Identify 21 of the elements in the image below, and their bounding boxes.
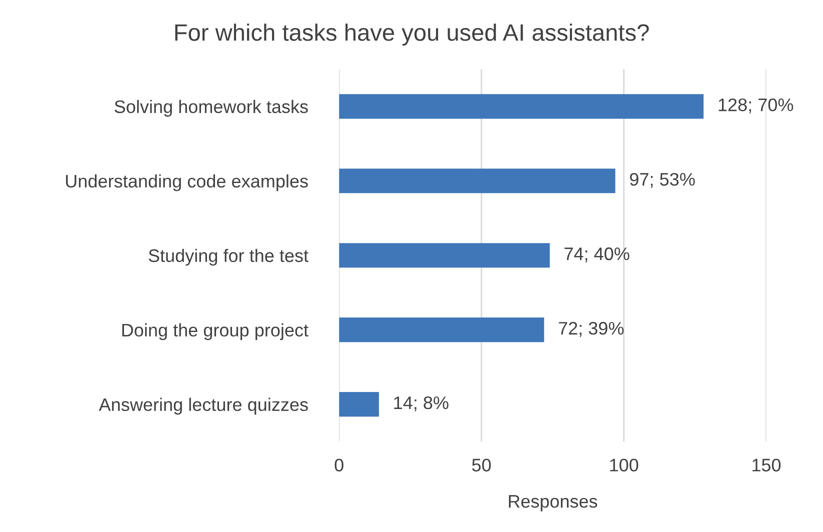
y-tick-label: Studying for the test xyxy=(148,248,308,266)
data-label: 72; 39% xyxy=(558,322,624,337)
x-tick-label: 100 xyxy=(610,458,638,472)
y-tick-label: Solving homework tasks xyxy=(114,100,308,117)
data-label: 74; 40% xyxy=(564,247,630,262)
x-tick-label: 0 xyxy=(334,458,344,472)
y-tick-label: Answering lecture quizzes xyxy=(98,398,308,415)
bar xyxy=(339,94,704,119)
data-label: 14; 8% xyxy=(394,396,448,412)
y-tick-label: Doing the group project xyxy=(122,323,308,340)
x-axis-title: Responses xyxy=(508,495,598,512)
bar xyxy=(339,168,616,194)
bar xyxy=(339,243,550,268)
bar xyxy=(339,318,544,342)
y-tick-label: Understanding code examples xyxy=(66,174,308,192)
x-tick-label: 50 xyxy=(472,458,491,472)
x-tick-label: 150 xyxy=(752,458,781,472)
data-label: 97; 53% xyxy=(630,172,695,188)
data-label: 128; 70% xyxy=(718,98,794,114)
chart-title: For which tasks have you used AI assistants? xyxy=(175,24,649,46)
bar xyxy=(339,392,379,417)
